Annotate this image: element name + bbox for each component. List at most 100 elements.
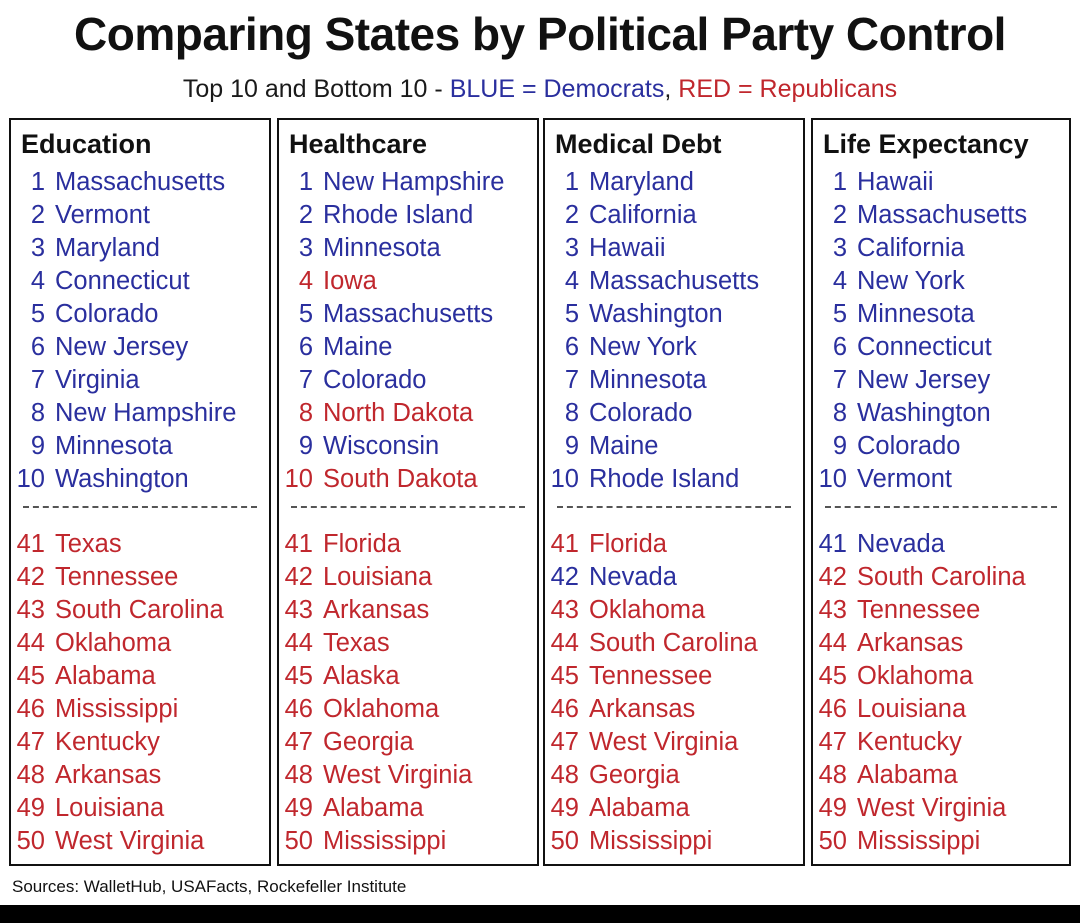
dashed-divider <box>23 506 257 508</box>
rank-number: 2 <box>298 201 313 229</box>
rank-number: 41 <box>818 530 847 558</box>
ranking-row: 7 New Jersey <box>813 364 990 397</box>
rank-number: 10 <box>818 465 847 493</box>
rank-number: 45 <box>818 662 847 690</box>
rank-number: 45 <box>550 662 579 690</box>
ranking-row: 7 Minnesota <box>545 364 707 397</box>
state-name: Oklahoma <box>857 662 974 690</box>
ranking-row: 43 Oklahoma <box>545 594 706 627</box>
state-name: Colorado <box>589 399 693 427</box>
ranking-row: 47 Georgia <box>279 726 414 759</box>
ranking-row: 43 South Carolina <box>11 594 224 627</box>
rank-number: 49 <box>16 794 45 822</box>
ranking-row: 1 Maryland <box>545 166 694 199</box>
rank-number: 8 <box>832 399 847 427</box>
rank-number: 9 <box>832 432 847 460</box>
state-name: Kentucky <box>857 728 962 756</box>
rank-number: 45 <box>284 662 313 690</box>
rank-number: 48 <box>550 761 579 789</box>
state-name: Alabama <box>857 761 958 789</box>
rank-number: 10 <box>16 465 45 493</box>
state-name: Rhode Island <box>589 465 740 493</box>
state-name: Hawaii <box>857 168 934 196</box>
state-name: Arkansas <box>589 695 696 723</box>
state-name: Washington <box>857 399 991 427</box>
rank-number: 42 <box>550 563 579 591</box>
state-name: Wisconsin <box>323 432 440 460</box>
ranking-row: 1 Hawaii <box>813 166 934 199</box>
ranking-row: 43 Arkansas <box>279 594 430 627</box>
state-name: Massachusetts <box>55 168 226 196</box>
ranking-row: 10 Washington <box>11 463 189 496</box>
rank-number: 4 <box>832 267 847 295</box>
rank-number: 46 <box>16 695 45 723</box>
rank-number: 42 <box>284 563 313 591</box>
rank-number: 47 <box>818 728 847 756</box>
rank-number: 3 <box>298 234 313 262</box>
ranking-row: 49 West Virginia <box>813 792 1007 825</box>
rank-number: 6 <box>30 333 45 361</box>
ranking-row: 42 Nevada <box>545 561 677 594</box>
subtitle-separator: , <box>664 75 679 103</box>
rank-number: 3 <box>564 234 579 262</box>
column-heading: Education <box>21 129 152 159</box>
rank-number: 1 <box>30 168 45 196</box>
subtitle-prefix: Top 10 and Bottom 10 - <box>182 75 450 103</box>
rank-number: 3 <box>832 234 847 262</box>
state-name: Arkansas <box>323 596 430 624</box>
rank-number: 49 <box>818 794 847 822</box>
ranking-row: 49 Alabama <box>279 792 424 825</box>
rank-number: 4 <box>298 267 313 295</box>
rank-number: 42 <box>16 563 45 591</box>
ranking-row: 8 Colorado <box>545 397 693 430</box>
state-name: Alabama <box>589 794 690 822</box>
state-name: West Virginia <box>323 761 473 789</box>
ranking-row: 44 Oklahoma <box>11 627 172 660</box>
ranking-row: 5 Washington <box>545 298 723 331</box>
rank-number: 41 <box>284 530 313 558</box>
rank-number: 50 <box>16 827 45 855</box>
ranking-row: 45 Tennessee <box>545 660 713 693</box>
ranking-row: 48 West Virginia <box>279 759 473 792</box>
state-name: Maryland <box>55 234 160 262</box>
bottom-bar <box>0 905 1080 923</box>
ranking-row: 50 West Virginia <box>11 825 205 858</box>
ranking-row: 47 Kentucky <box>813 726 962 759</box>
state-name: Kentucky <box>55 728 160 756</box>
ranking-row: 1 New Hampshire <box>279 166 505 199</box>
state-name: South Carolina <box>589 629 758 657</box>
ranking-row: 6 Connecticut <box>813 331 992 364</box>
rank-number: 48 <box>818 761 847 789</box>
state-name: Arkansas <box>55 761 162 789</box>
state-name: Alabama <box>323 794 424 822</box>
state-name: Texas <box>55 530 122 558</box>
ranking-row: 3 Minnesota <box>279 232 441 265</box>
rank-number: 4 <box>564 267 579 295</box>
state-name: Massachusetts <box>857 201 1028 229</box>
rank-number: 43 <box>818 596 847 624</box>
dashed-divider <box>825 506 1057 508</box>
state-name: Mississippi <box>55 695 179 723</box>
ranking-row: 4 Iowa <box>279 265 377 298</box>
rank-number: 8 <box>30 399 45 427</box>
state-name: Maine <box>589 432 659 460</box>
ranking-row: 49 Alabama <box>545 792 690 825</box>
rank-number: 3 <box>30 234 45 262</box>
rank-number: 7 <box>564 366 579 394</box>
rank-number: 48 <box>284 761 313 789</box>
state-name: North Dakota <box>323 399 474 427</box>
ranking-row: 42 Louisiana <box>279 561 433 594</box>
state-name: Minnesota <box>55 432 173 460</box>
rank-number: 46 <box>550 695 579 723</box>
state-name: Georgia <box>589 761 680 789</box>
rank-number: 7 <box>30 366 45 394</box>
subtitle-blue-legend: BLUE = Democrats <box>449 75 665 103</box>
state-name: New Jersey <box>857 366 991 394</box>
ranking-row: 9 Colorado <box>813 430 961 463</box>
ranking-row: 9 Maine <box>545 430 659 463</box>
rank-number: 43 <box>284 596 313 624</box>
state-name: Connecticut <box>857 333 992 361</box>
subtitle-red-legend: RED = Republicans <box>678 75 898 103</box>
ranking-row: 46 Oklahoma <box>279 693 440 726</box>
ranking-row: 41 Florida <box>279 528 401 561</box>
